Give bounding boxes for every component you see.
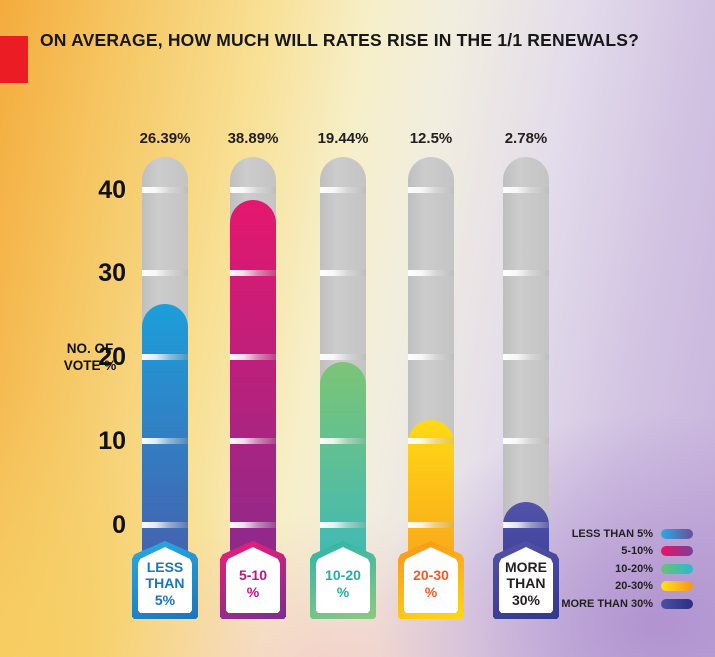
legend-item: 10-20% [548,560,693,578]
tube-tick-line [320,269,366,276]
tube-tick-line [230,438,276,444]
legend-label: 10-20% [615,562,653,575]
legend-item: 20-30% [548,578,693,596]
page-title: ON AVERAGE, HOW MUCH WILL RATES RISE IN … [40,30,639,50]
tube-tick-line [503,438,549,444]
tube-tick-line [503,522,549,528]
tube-tick-line [320,438,366,444]
badge-line: THAN [506,575,546,592]
badge-line: LESS [146,558,184,575]
badge-line: 10-20 [325,567,361,583]
legend-label: 20-30% [615,580,653,593]
badge-line: % [336,583,350,600]
badge-line: % [424,583,438,600]
y-axis-tick-0: 0 [112,511,126,539]
badge-line: 5-10 [238,567,268,583]
legend: LESS THAN 5% 5-10% 10-20% 20-30% MORE THAN 3… [548,525,693,613]
badge-line: 5% [154,591,176,608]
badge-text: 5-10% [226,547,280,613]
badge-text: MORE THAN 30% [499,547,553,613]
tube-tick-line [503,354,549,360]
badge-line: % [246,583,260,600]
tube-tick-line [142,354,188,360]
header: ON AVERAGE, HOW MUCH WILL RATES RISE IN … [0,0,715,100]
badge-line: 20-30 [413,567,449,583]
y-axis-title: NO. OF VOTE % [38,340,142,374]
y-axis-title-line1: NO. OF [66,341,114,356]
legend-item: 5-10% [548,543,693,561]
tube-tick-line [408,438,454,444]
tube-tick-line [320,522,366,528]
tube-tick-line [230,522,276,528]
tube-tick-line [230,187,276,193]
thermometer-tube-20-30 [408,157,454,619]
legend-label: 5-10% [621,545,653,558]
y-axis-tick-10: 10 [98,427,126,455]
category-badge-10-20: 10-20% [310,541,376,619]
tube-tick-line [408,354,454,360]
badge-text: LESS THAN 5% [138,547,192,613]
tube-tick-line [230,354,276,360]
bar-value-label: 26.39% [139,130,191,147]
legend-color-pill [661,581,693,592]
tube-tick-line [142,438,188,444]
tube-tick-line [503,187,549,193]
badge-text: 20-30% [404,547,458,613]
tube-tick-line [408,522,454,528]
bar-value-label: 19.44% [317,130,369,147]
bar-value-label: 12.5% [409,130,453,147]
legend-item: MORE THAN 30% [548,595,693,613]
tube-tick-line [503,269,549,276]
category-badge-more-than-30: MORE THAN 30% [493,541,559,619]
red-accent-square [0,36,28,83]
bar-value-label: 38.89% [227,130,279,147]
y-axis-tick-40: 40 [98,176,126,204]
tube-tick-line [408,269,454,276]
legend-color-pill [661,528,693,539]
tube-tick-line [142,269,188,276]
badge-text: 10-20% [316,547,370,613]
y-axis-tick-30: 30 [98,259,126,287]
legend-color-pill [661,546,693,557]
tube-tick-line [142,187,188,193]
badge-line: THAN [145,575,185,592]
legend-color-pill [661,563,693,574]
category-badge-5-10: 5-10% [220,541,286,619]
tube-tick-line [320,354,366,360]
y-axis-tick-20: 20 [98,343,126,371]
bar-value-label: 2.78% [504,130,548,147]
legend-label: MORE THAN 30% [561,597,653,610]
badge-line: MORE [505,558,547,575]
tube-tick-line [408,187,454,193]
y-axis-title-line2: VOTE % [63,358,117,373]
legend-color-pill [661,598,693,609]
category-badge-20-30: 20-30% [398,541,464,619]
tube-tick-line [320,187,366,193]
category-badge-less-than-5: LESS THAN 5% [132,541,198,619]
legend-item: LESS THAN 5% [548,525,693,543]
tube-tick-line [230,269,276,276]
badge-line: 30% [511,591,541,608]
legend-label: LESS THAN 5% [571,527,653,540]
tube-tick-line [142,522,188,528]
